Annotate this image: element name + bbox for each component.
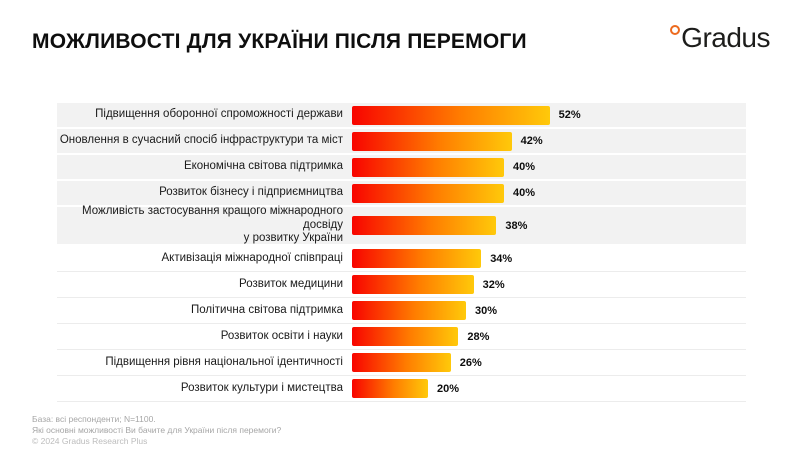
bar [352, 157, 504, 177]
chart-row: Економічна світова підтримка 40% [57, 155, 746, 181]
bar-zone: 52% [352, 105, 746, 125]
footer-base-note: База: всі респонденти; N=1100. [32, 414, 156, 424]
chart-row: Розвиток медицини 32% [57, 272, 746, 298]
value-label: 28% [467, 330, 490, 343]
chart-row: Активізація міжнародної співпраці 34% [57, 246, 746, 272]
value-label: 34% [490, 252, 513, 265]
category-label: Розвиток бізнесу і підприємництва [159, 186, 343, 199]
bar [352, 131, 512, 151]
bar-zone: 42% [352, 131, 746, 151]
bar-zone: 26% [352, 353, 746, 372]
bar [352, 301, 466, 320]
chart-row: Оновлення в сучасний спосіб інфраструкту… [57, 129, 746, 155]
bar-zone: 40% [352, 157, 746, 177]
bar-zone: 32% [352, 275, 746, 294]
bar-zone: 40% [352, 183, 746, 203]
category-label: Розвиток медицини [239, 277, 343, 290]
category-label: Активізація міжнародної співпраці [161, 251, 343, 264]
chart-row: Підвищення оборонної спроможності держав… [57, 103, 746, 129]
bar [352, 216, 497, 235]
category-label: Розвиток освіти і науки [220, 329, 343, 342]
category-label: Розвиток культури і мистецтва [180, 381, 343, 394]
bar [352, 249, 482, 268]
bar [352, 275, 474, 294]
bar-zone: 38% [352, 216, 746, 235]
value-label: 32% [482, 278, 505, 291]
footer: База: всі респонденти; N=1100. Які основ… [32, 414, 281, 448]
category-label: Оновлення в сучасний спосіб інфраструкту… [59, 134, 343, 147]
bar-zone: 30% [352, 301, 746, 320]
bar [352, 105, 550, 125]
footer-copyright: © 2024 Gradus Research Plus [32, 436, 148, 447]
value-label: 20% [437, 382, 460, 395]
chart-row: Підвищення рівня національної ідентичнос… [57, 350, 746, 376]
value-label: 38% [505, 219, 528, 232]
bar [352, 353, 451, 372]
category-label: Економічна світова підтримка [183, 160, 343, 173]
value-label: 40% [513, 161, 536, 173]
chart-row: Розвиток бізнесу і підприємництва 40% [57, 181, 746, 207]
category-label: Підвищення рівня національної ідентичнос… [105, 355, 343, 368]
category-label: Підвищення оборонної спроможності держав… [95, 108, 343, 121]
logo-text: Gradus [681, 22, 770, 53]
bar-zone: 28% [352, 327, 746, 346]
bar [352, 379, 428, 398]
value-label: 30% [475, 304, 498, 317]
category-label: Можливість застосування кращого міжнарод… [82, 204, 343, 245]
chart-row: Можливість застосування кращого міжнарод… [57, 204, 746, 246]
page-title: МОЖЛИВОСТІ ДЛЯ УКРАЇНИ ПІСЛЯ ПЕРЕМОГИ [32, 30, 527, 53]
gradus-logo: Gradus [670, 24, 770, 52]
bar [352, 327, 459, 346]
value-label: 40% [513, 187, 536, 199]
bar-zone: 34% [352, 249, 746, 268]
chart-row: Політична світова підтримка 30% [57, 298, 746, 324]
degree-icon [670, 25, 681, 35]
value-label: 42% [520, 135, 543, 147]
bar-chart: Підвищення оборонної спроможності держав… [57, 103, 746, 402]
category-label: Політична світова підтримка [191, 303, 343, 316]
chart-row: Розвиток культури і мистецтва 20% [57, 376, 746, 402]
value-label: 26% [459, 356, 482, 369]
value-label: 52% [558, 109, 581, 121]
bar-zone: 20% [352, 379, 746, 398]
footer-question: Які основні можливості Ви бачите для Укр… [32, 425, 282, 436]
bar [352, 183, 504, 203]
chart-row: Розвиток освіти і науки 28% [57, 324, 746, 350]
